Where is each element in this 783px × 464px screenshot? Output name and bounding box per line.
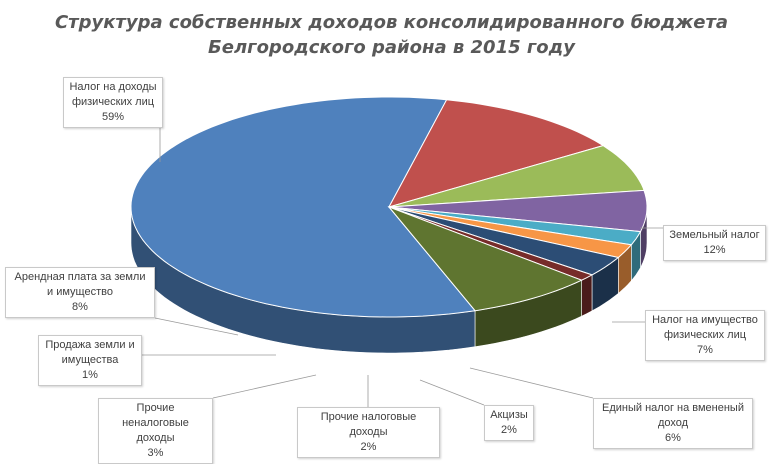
- data-label-percent: 2%: [501, 424, 517, 436]
- data-label-percent: 7%: [697, 344, 713, 356]
- data-label-name: Прочие налоговые доходы: [320, 411, 417, 438]
- data-label-name: Акцизы: [490, 409, 528, 421]
- data-label-percent: 1%: [82, 369, 98, 381]
- data-label-rent: Арендная плата за земли и имущество 8%: [5, 267, 155, 318]
- data-label-percent: 8%: [72, 301, 88, 313]
- pie-chart: [130, 96, 663, 407]
- slice-ndfl: [130, 96, 477, 318]
- slice-rent: [387, 205, 583, 312]
- data-label-name: Налог на имущество физических лиц: [652, 314, 758, 341]
- data-label-percent: 6%: [665, 432, 681, 444]
- data-label-name: Земельный налог: [669, 229, 760, 241]
- leader-line-imputed-tax: [469, 367, 594, 399]
- data-label-other-tax: Прочие налоговые доходы 2%: [297, 407, 440, 458]
- data-label-name: Прочие неналоговые доходы: [122, 402, 189, 444]
- chart-title-line-1: Структура собственных доходов консолидир…: [54, 12, 729, 33]
- leader-lines: [142, 128, 663, 407]
- chart-title: Структура собственных доходов консолидир…: [0, 10, 783, 60]
- data-label-name: Единый налог на вмененый доход: [602, 402, 744, 429]
- data-label-percent: 3%: [147, 447, 164, 459]
- leader-line-rent: [154, 317, 239, 336]
- slice-side-land-sale: [581, 274, 593, 317]
- pie-tops: [130, 96, 648, 318]
- data-label-other-nontax: Прочие неналоговые доходы 3%: [98, 398, 213, 464]
- chart-title-line-2: Белгородского района в 2015 году: [208, 37, 575, 58]
- data-label-name: Продажа земли и имущества: [45, 339, 135, 366]
- data-label-property-tax: Налог на имущество физических лиц 7%: [645, 310, 765, 361]
- data-label-percent: 59%: [101, 111, 125, 123]
- data-label-name: Налог на доходы физических лиц: [69, 81, 157, 108]
- slice-property-tax: [388, 145, 645, 208]
- data-label-name: Арендная плата за земли и имущество: [14, 271, 146, 298]
- slice-land-tax: [387, 99, 605, 208]
- data-label-ndfl: Налог на доходы физических лиц 59%: [63, 77, 163, 128]
- data-label-imputed-tax: Единый налог на вмененый доход 6%: [593, 398, 753, 449]
- pie-sides: [130, 206, 648, 354]
- data-label-land-tax: Земельный налог 12%: [663, 225, 766, 261]
- data-label-percent: 12%: [703, 244, 726, 256]
- slice-other-nontax: [388, 206, 620, 276]
- leader-line-excise: [419, 379, 485, 406]
- data-label-excise: Акцизы 2%: [484, 405, 534, 441]
- leader-line-other-nontax: [212, 374, 317, 399]
- data-label-land-sale: Продажа земли и имущества 1%: [38, 335, 142, 386]
